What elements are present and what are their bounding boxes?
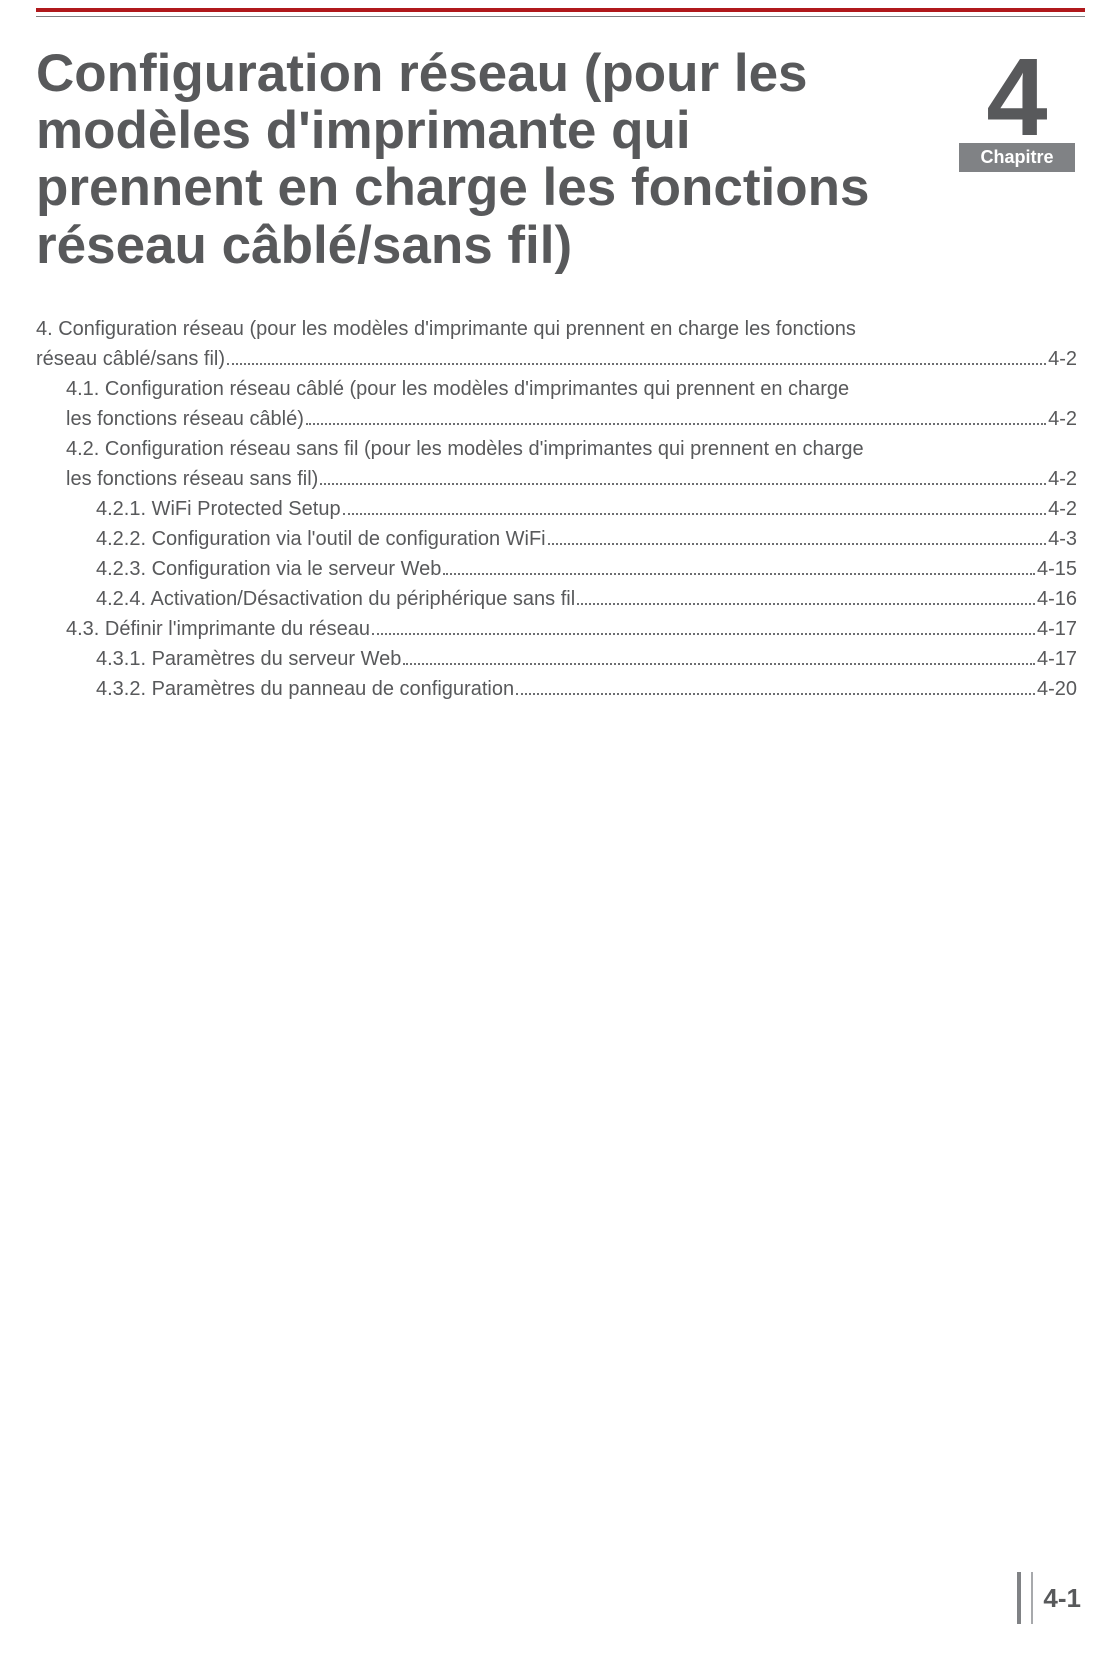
toc-leader-dots <box>577 603 1035 605</box>
chapter-number: 4 <box>986 51 1047 145</box>
page-footer: 4-1 <box>1017 1572 1081 1624</box>
toc-leader-dots <box>403 663 1035 665</box>
toc-text[interactable]: 4.3.2. Paramètres du panneau de configur… <box>96 674 514 704</box>
top-rule-accent <box>36 8 1085 12</box>
page: Configuration réseau (pour les modèles d… <box>0 0 1095 1664</box>
toc-text[interactable]: 4.1. Configuration réseau câblé (pour le… <box>66 374 1077 404</box>
toc-entry: 4. Configuration réseau (pour les modèle… <box>36 314 1077 374</box>
toc-entry: 4.3.2. Paramètres du panneau de configur… <box>36 674 1077 704</box>
toc-text[interactable]: 4.2.2. Configuration via l'outil de conf… <box>96 524 546 554</box>
footer-bar-icon <box>1031 1572 1033 1624</box>
toc-text[interactable]: 4. Configuration réseau (pour les modèle… <box>36 314 1077 344</box>
toc-page-number[interactable]: 4-16 <box>1037 584 1077 614</box>
toc-page-number[interactable]: 4-17 <box>1037 644 1077 674</box>
page-number: 4-1 <box>1043 1583 1081 1614</box>
chapter-label: Chapitre <box>959 143 1075 172</box>
toc-leader-dots <box>372 633 1035 635</box>
chapter-badge: 4 Chapitre <box>953 51 1081 172</box>
chapter-header: Configuration réseau (pour les modèles d… <box>36 45 1095 274</box>
toc-leader-dots <box>443 573 1035 575</box>
toc-text[interactable]: les fonctions réseau sans fil) <box>66 464 318 494</box>
toc-entry: 4.3. Définir l'imprimante du réseau 4-17 <box>36 614 1077 644</box>
toc-text[interactable]: 4.2. Configuration réseau sans fil (pour… <box>66 434 1077 464</box>
toc-leader-dots <box>343 513 1047 515</box>
toc-text[interactable]: réseau câblé/sans fil) <box>36 344 225 374</box>
toc-page-number[interactable]: 4-17 <box>1037 614 1077 644</box>
toc-page-number[interactable]: 4-20 <box>1037 674 1077 704</box>
toc-entry: 4.1. Configuration réseau câblé (pour le… <box>36 374 1077 434</box>
toc-text[interactable]: les fonctions réseau câblé) <box>66 404 304 434</box>
toc-leader-dots <box>306 423 1046 425</box>
toc-page-number[interactable]: 4-2 <box>1048 494 1077 524</box>
toc-entry: 4.2.4. Activation/Désactivation du périp… <box>36 584 1077 614</box>
toc-text[interactable]: 4.3.1. Paramètres du serveur Web <box>96 644 401 674</box>
toc-page-number[interactable]: 4-2 <box>1048 464 1077 494</box>
table-of-contents: 4. Configuration réseau (pour les modèle… <box>36 314 1095 704</box>
toc-text[interactable]: 4.3. Définir l'imprimante du réseau <box>66 614 370 644</box>
toc-text[interactable]: 4.2.1. WiFi Protected Setup <box>96 494 341 524</box>
toc-entry: 4.3.1. Paramètres du serveur Web 4-17 <box>36 644 1077 674</box>
toc-leader-dots <box>320 483 1046 485</box>
toc-leader-dots <box>548 543 1046 545</box>
toc-entry: 4.2.1. WiFi Protected Setup 4-2 <box>36 494 1077 524</box>
toc-entry: 4.2.3. Configuration via le serveur Web … <box>36 554 1077 584</box>
toc-page-number[interactable]: 4-15 <box>1037 554 1077 584</box>
footer-bar-icon <box>1017 1572 1021 1624</box>
top-rule-thin <box>36 16 1085 17</box>
toc-text[interactable]: 4.2.4. Activation/Désactivation du périp… <box>96 584 575 614</box>
toc-leader-dots <box>227 363 1046 365</box>
toc-page-number[interactable]: 4-2 <box>1048 344 1077 374</box>
toc-entry: 4.2.2. Configuration via l'outil de conf… <box>36 524 1077 554</box>
chapter-title: Configuration réseau (pour les modèles d… <box>36 45 929 274</box>
toc-page-number[interactable]: 4-2 <box>1048 404 1077 434</box>
toc-page-number[interactable]: 4-3 <box>1048 524 1077 554</box>
toc-text[interactable]: 4.2.3. Configuration via le serveur Web <box>96 554 441 584</box>
toc-entry: 4.2. Configuration réseau sans fil (pour… <box>36 434 1077 494</box>
toc-leader-dots <box>516 693 1035 695</box>
